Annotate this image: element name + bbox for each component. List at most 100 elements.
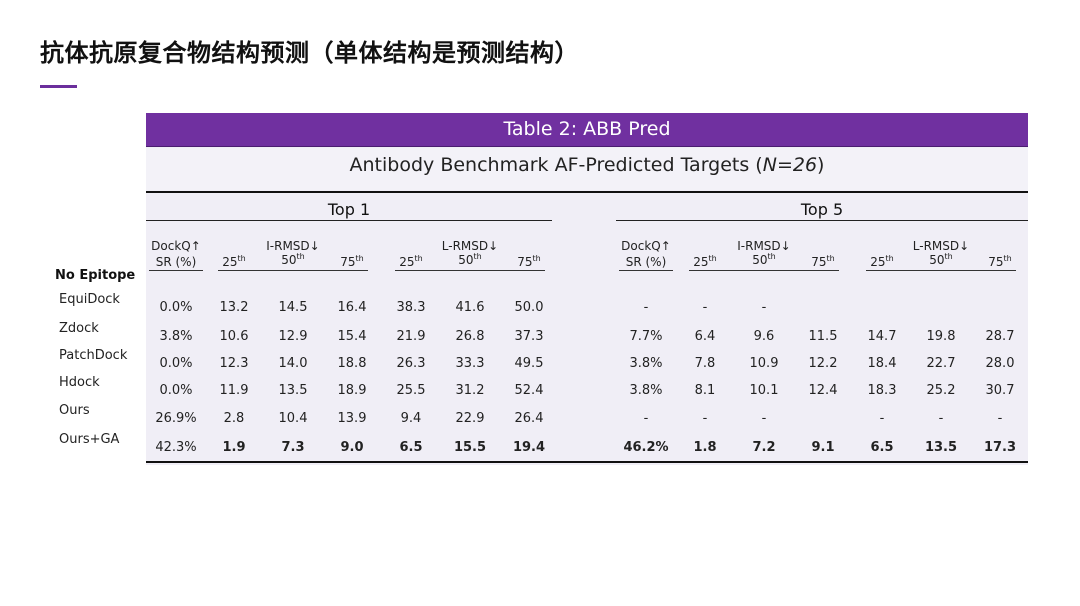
header-l50-top1-num: 50	[458, 253, 474, 267]
table-top-rule	[146, 191, 1028, 193]
table-cell: 33.3	[455, 356, 485, 371]
header-l75-top1-num: 75	[517, 255, 533, 269]
table-cell: 1.8	[693, 440, 717, 455]
table-cell: 52.4	[514, 383, 544, 398]
subtitle-close: )	[817, 154, 825, 176]
header-i25-top1: 25th	[216, 254, 252, 269]
table-cell: 6.4	[694, 329, 716, 344]
table-cell: 26.8	[455, 329, 485, 344]
table-cell: 10.4	[278, 411, 308, 426]
header-i25-top5-suffix: th	[708, 254, 717, 263]
table-cell: 9.0	[340, 440, 364, 455]
table-cell: 3.8%	[629, 356, 663, 371]
header-lrmsd-top1: L-RMSD↓	[441, 239, 499, 253]
table-cell: 10.1	[749, 383, 779, 398]
header-rule-irmsd-top5	[689, 270, 839, 271]
table-cell: 18.4	[867, 356, 897, 371]
table-cell: 10.9	[749, 356, 779, 371]
table-cell: 26.9%	[155, 411, 197, 426]
header-l50-top5-num: 50	[929, 253, 945, 267]
table-cell: 7.7%	[629, 329, 663, 344]
table-cell: 13.5	[924, 440, 958, 455]
table-cell: 28.0	[985, 356, 1015, 371]
header-l25-top5: 25th	[864, 254, 900, 269]
header-lrmsd-top5: L-RMSD↓	[912, 239, 970, 253]
header-rule-lrmsd-top5	[866, 270, 1016, 271]
table-cell: -	[761, 411, 767, 426]
header-l25-top5-suffix: th	[885, 254, 894, 263]
header-i25-top1-num: 25	[222, 255, 238, 269]
header-l50-top1-suffix: th	[473, 252, 482, 261]
table-cell: 0.0%	[159, 300, 193, 315]
table-cell: 18.3	[867, 383, 897, 398]
header-l50-top5-suffix: th	[944, 252, 953, 261]
table-bottom-rule	[146, 461, 1028, 463]
header-irmsd-top1: I-RMSD↓	[266, 239, 320, 253]
table-cell: 13.9	[337, 411, 367, 426]
subtitle-n: N=26	[762, 154, 818, 176]
header-l50-top5: 50th	[923, 252, 959, 267]
table-cell: 14.7	[867, 329, 897, 344]
table-cell: 19.4	[512, 440, 546, 455]
table-cell: 0.0%	[159, 356, 193, 371]
header-i75-top5-num: 75	[811, 255, 827, 269]
header-l25-top1: 25th	[393, 254, 429, 269]
table-cell: 14.0	[278, 356, 308, 371]
header-i75-top1-suffix: th	[355, 254, 364, 263]
table-cell: 12.9	[278, 329, 308, 344]
row-label: Ours+GA	[59, 432, 120, 447]
table-cell: 26.3	[396, 356, 426, 371]
table-cell: -	[938, 411, 944, 426]
table-cell: 28.7	[985, 329, 1015, 344]
table-cell: 18.9	[337, 383, 367, 398]
header-i75-top5: 75th	[805, 254, 841, 269]
header-l75-top5: 75th	[982, 254, 1018, 269]
header-dockq-top5: DockQ↑	[621, 239, 671, 253]
table-cell: 13.5	[278, 383, 308, 398]
table-cell: 25.2	[926, 383, 956, 398]
header-rule-dockq-top5	[619, 270, 673, 271]
header-l25-top5-num: 25	[870, 255, 886, 269]
table-cell: 22.9	[455, 411, 485, 426]
table-cell: 6.5	[870, 440, 894, 455]
table-cell: 19.8	[926, 329, 956, 344]
section-label-no-epitope: No Epitope	[55, 268, 136, 283]
results-table: Table 2: ABB Pred Antibody Benchmark AF-…	[59, 113, 1028, 465]
header-i50-top1-suffix: th	[296, 252, 305, 261]
header-i50-top1: 50th	[275, 252, 311, 267]
group-label-top5: Top 5	[800, 200, 844, 219]
table-cell: 7.8	[694, 356, 716, 371]
table-cell: 3.8%	[159, 329, 193, 344]
header-l75-top5-suffix: th	[1003, 254, 1012, 263]
header-i50-top5-suffix: th	[767, 252, 776, 261]
table-cell: -	[761, 300, 767, 315]
table-cell: 50.0	[514, 300, 544, 315]
table-cell: -	[702, 300, 708, 315]
row-label: EquiDock	[59, 292, 120, 307]
table-cell: 38.3	[396, 300, 426, 315]
header-i75-top5-suffix: th	[826, 254, 835, 263]
table-cell: 3.8%	[629, 383, 663, 398]
table-cell: 7.2	[752, 440, 776, 455]
table-cell: 18.8	[337, 356, 367, 371]
header-l75-top5-num: 75	[988, 255, 1004, 269]
group-label-top1: Top 1	[327, 200, 371, 219]
header-i75-top1-num: 75	[340, 255, 356, 269]
table-cell: 16.4	[337, 300, 367, 315]
row-label: Ours	[59, 403, 90, 418]
table-cell: 7.3	[281, 440, 305, 455]
table-cell: 17.3	[983, 440, 1017, 455]
header-l50-top1: 50th	[452, 252, 488, 267]
header-i25-top1-suffix: th	[237, 254, 246, 263]
table-cell: 46.2%	[623, 440, 669, 455]
table-cell: -	[702, 411, 708, 426]
table-cell: 21.9	[396, 329, 426, 344]
table-cell: -	[997, 411, 1003, 426]
slide-title: 抗体抗原复合物结构预测（单体结构是预测结构）	[40, 39, 579, 67]
table-cell: 9.1	[811, 440, 835, 455]
header-rule-lrmsd-top1	[395, 270, 545, 271]
table-cell: 15.5	[453, 440, 487, 455]
title-accent-bar	[40, 85, 77, 88]
header-sr-top5: SR (%)	[625, 255, 667, 269]
row-label: Zdock	[59, 321, 99, 336]
